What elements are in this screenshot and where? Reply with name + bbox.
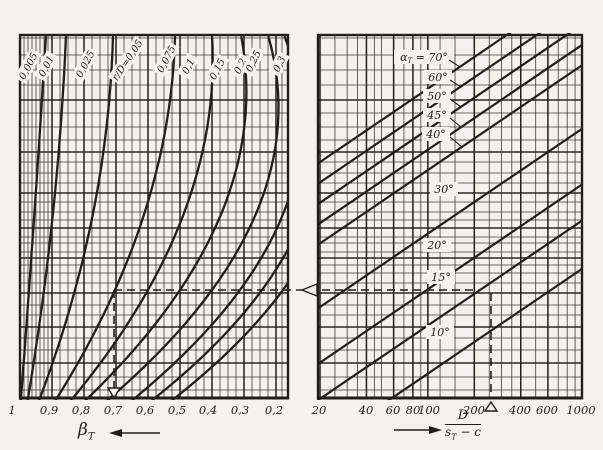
curve-label-knockout (229, 52, 251, 80)
curve-path (84, 35, 248, 400)
alpha-label-knockout (424, 70, 452, 84)
marker-triangle-down (106, 387, 122, 400)
tick-label-ratio: 60 (386, 403, 401, 417)
alpha-labels: αT = 70° 60° 50° 45° 40° 30° 20° 15° 10° (394, 50, 463, 339)
curve-label-knockout (14, 48, 42, 84)
fraction-bar (445, 423, 481, 425)
axis-arrow-left-head (109, 429, 122, 437)
tick-label-ratio: 400 (508, 403, 531, 417)
beta-symbol: β (78, 420, 88, 440)
curve-path (19, 35, 48, 400)
tick-label-beta: 0,2 (265, 403, 283, 417)
curve-label-knockout (240, 45, 266, 77)
alpha-label-leader (449, 117, 462, 128)
marker-triangle-up (483, 400, 499, 412)
curve-path (171, 279, 289, 400)
alpha-label-knockout (422, 127, 450, 141)
den-tail: − c (460, 424, 481, 439)
tick-label-beta: 0,4 (199, 403, 217, 417)
alpha-label: 30° (434, 183, 454, 196)
curve-label-knockout (176, 52, 200, 80)
tick-label-beta: 0,3 (231, 403, 249, 417)
curve-path (106, 35, 280, 400)
tick-label-beta: 0,9 (40, 403, 58, 417)
tick-label-ratio: 20 (311, 403, 327, 417)
alpha-label: 50° (427, 90, 447, 103)
grid-layer (19, 35, 583, 398)
alpha-label: 60° (428, 71, 448, 84)
alpha-label-leader (448, 59, 461, 68)
guide-arrowhead-left (300, 282, 318, 298)
tick-label-ratio: 1000 (566, 403, 595, 417)
alpha-label: 15° (431, 271, 451, 284)
curve-label-knockout (268, 50, 290, 78)
curve-label-group: 0,005 (14, 48, 42, 84)
alpha-label: 20° (426, 239, 447, 252)
tick-label-beta: 1 (8, 403, 15, 417)
curve-path (38, 35, 115, 400)
tick-label-beta: 0,7 (104, 403, 123, 417)
alpha-label-leader (449, 79, 462, 88)
alpha-label-leader (449, 136, 463, 148)
curve-path (131, 35, 289, 400)
curve-label-knockout (71, 46, 99, 82)
curve-label-knockout (152, 41, 180, 77)
curve-label-knockout (33, 50, 59, 82)
curve-path (26, 35, 68, 400)
alpha-label-knockout (394, 50, 454, 64)
alpha-label-knockout (423, 89, 451, 103)
curve-path (70, 35, 214, 400)
tick-label-ratio: 100 (418, 403, 440, 417)
ratio-numerator: D (457, 408, 469, 423)
alpha-label: 45° (426, 109, 447, 122)
alpha-label-with-prefix: αT = 70° (400, 51, 448, 65)
alpha-label-knockout (423, 108, 451, 122)
den-sub: T (451, 432, 457, 442)
tick-label-beta: 0,5 (168, 403, 186, 417)
x-axis-label-ratio: D sT − c (443, 409, 483, 441)
tick-label-beta: 0,6 (136, 403, 154, 417)
tick-label-ratio: 80 (406, 403, 421, 417)
tick-label-ratio: 200 (462, 403, 485, 417)
curve-path (151, 244, 289, 400)
alpha-label: 10° (430, 326, 450, 339)
curve-label-group: 0,075 (152, 41, 180, 77)
axis-arrow-right-head (429, 426, 442, 434)
alpha-label-knockout (423, 238, 451, 252)
alpha-label-knockout (430, 182, 458, 196)
x-axis-label-beta: βT (78, 420, 95, 442)
tick-label-ratio: 40 (358, 403, 374, 417)
curve-label-group: 0,15 (204, 53, 230, 85)
curve-label-knockout (204, 53, 230, 85)
curve-label-knockout (107, 35, 147, 85)
curve-label: 0,15 (208, 57, 228, 82)
ratio-denominator: sT − c (443, 424, 483, 442)
tick-label-beta: 0,8 (72, 403, 90, 417)
curve-path (54, 35, 177, 400)
alpha-label-knockout (427, 270, 455, 284)
tick-label-ratio: 600 (536, 403, 558, 417)
curves-layer (19, 35, 289, 400)
alpha-label-leader (449, 98, 462, 108)
alpha-label-knockout (426, 325, 454, 339)
curve-label-group: 0,025 (71, 46, 99, 82)
beta-subscript: T (87, 431, 95, 443)
den-base: s (445, 424, 452, 439)
alpha-label: 40° (425, 128, 446, 141)
